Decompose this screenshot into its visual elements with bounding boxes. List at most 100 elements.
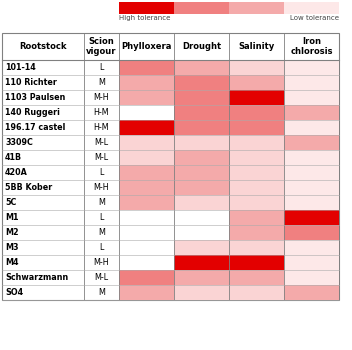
Text: 3309C: 3309C	[5, 138, 33, 147]
Bar	[174, 2, 229, 14]
Text: M-H: M-H	[94, 258, 109, 267]
Text: H-M: H-M	[94, 123, 109, 132]
Bar	[229, 210, 284, 225]
Text: 5BB Kober: 5BB Kober	[5, 183, 52, 192]
Bar	[229, 120, 284, 135]
Bar	[284, 270, 339, 285]
Bar	[119, 270, 174, 285]
Bar	[229, 90, 284, 105]
Bar	[119, 225, 174, 240]
Bar	[229, 165, 284, 180]
Bar	[229, 180, 284, 195]
Text: M2: M2	[5, 228, 19, 237]
Text: L: L	[99, 168, 104, 177]
Bar	[229, 75, 284, 90]
Bar	[119, 2, 174, 14]
Bar	[2, 33, 339, 300]
Bar	[174, 195, 229, 210]
Text: SO4: SO4	[5, 288, 23, 297]
Bar	[284, 285, 339, 300]
Text: 140 Ruggeri: 140 Ruggeri	[5, 108, 60, 117]
Bar	[284, 255, 339, 270]
Bar	[119, 150, 174, 165]
Bar	[229, 195, 284, 210]
Text: Phylloxera: Phylloxera	[121, 42, 172, 51]
Text: 1103 Paulsen: 1103 Paulsen	[5, 93, 65, 102]
Bar	[174, 225, 229, 240]
Bar	[174, 165, 229, 180]
Bar	[174, 180, 229, 195]
Bar	[174, 255, 229, 270]
Bar	[174, 150, 229, 165]
Bar	[229, 270, 284, 285]
Text: 110 Richter: 110 Richter	[5, 78, 57, 87]
Bar	[174, 75, 229, 90]
Text: M-L: M-L	[94, 273, 108, 282]
Bar	[119, 210, 174, 225]
Text: Schwarzmann: Schwarzmann	[5, 273, 68, 282]
Text: M-H: M-H	[94, 183, 109, 192]
Text: M: M	[98, 288, 105, 297]
Text: Salinity: Salinity	[238, 42, 275, 51]
Bar	[229, 60, 284, 75]
Bar	[119, 90, 174, 105]
Bar	[174, 240, 229, 255]
Bar	[284, 240, 339, 255]
Bar	[119, 255, 174, 270]
Bar	[284, 225, 339, 240]
Bar	[284, 180, 339, 195]
Text: M4: M4	[5, 258, 19, 267]
Bar	[229, 105, 284, 120]
Bar	[119, 180, 174, 195]
Text: M: M	[98, 228, 105, 237]
Text: L: L	[99, 243, 104, 252]
Bar	[119, 285, 174, 300]
Bar	[284, 60, 339, 75]
Bar	[284, 2, 339, 14]
Text: 420A: 420A	[5, 168, 28, 177]
Bar	[229, 255, 284, 270]
Bar	[119, 75, 174, 90]
Text: H-M: H-M	[94, 108, 109, 117]
Bar	[229, 285, 284, 300]
Text: L: L	[99, 213, 104, 222]
Bar	[174, 120, 229, 135]
Bar	[284, 105, 339, 120]
Text: M-L: M-L	[94, 153, 108, 162]
Text: Iron
chlorosis: Iron chlorosis	[290, 37, 333, 56]
Bar	[229, 240, 284, 255]
Bar	[229, 2, 284, 14]
Bar	[174, 270, 229, 285]
Text: M3: M3	[5, 243, 19, 252]
Text: Drought: Drought	[182, 42, 221, 51]
Text: M-L: M-L	[94, 138, 108, 147]
Text: L: L	[99, 63, 104, 72]
Text: 196.17 castel: 196.17 castel	[5, 123, 65, 132]
Bar	[284, 195, 339, 210]
Text: High tolerance: High tolerance	[119, 15, 170, 21]
Text: M-H: M-H	[94, 93, 109, 102]
Bar	[284, 90, 339, 105]
Text: Low tolerance: Low tolerance	[290, 15, 339, 21]
Bar	[119, 120, 174, 135]
Text: 5C: 5C	[5, 198, 17, 207]
Text: M1: M1	[5, 213, 19, 222]
Text: Scion
vigour: Scion vigour	[86, 37, 117, 56]
Bar	[174, 210, 229, 225]
Bar	[284, 120, 339, 135]
Bar	[119, 105, 174, 120]
Bar	[284, 210, 339, 225]
Bar	[174, 285, 229, 300]
Bar	[119, 165, 174, 180]
Bar	[119, 60, 174, 75]
Text: M: M	[98, 198, 105, 207]
Bar	[174, 60, 229, 75]
Bar	[284, 165, 339, 180]
Bar	[174, 105, 229, 120]
Bar	[284, 75, 339, 90]
Bar	[284, 135, 339, 150]
Bar	[229, 135, 284, 150]
Bar	[229, 150, 284, 165]
Bar	[174, 135, 229, 150]
Text: 101-14: 101-14	[5, 63, 36, 72]
